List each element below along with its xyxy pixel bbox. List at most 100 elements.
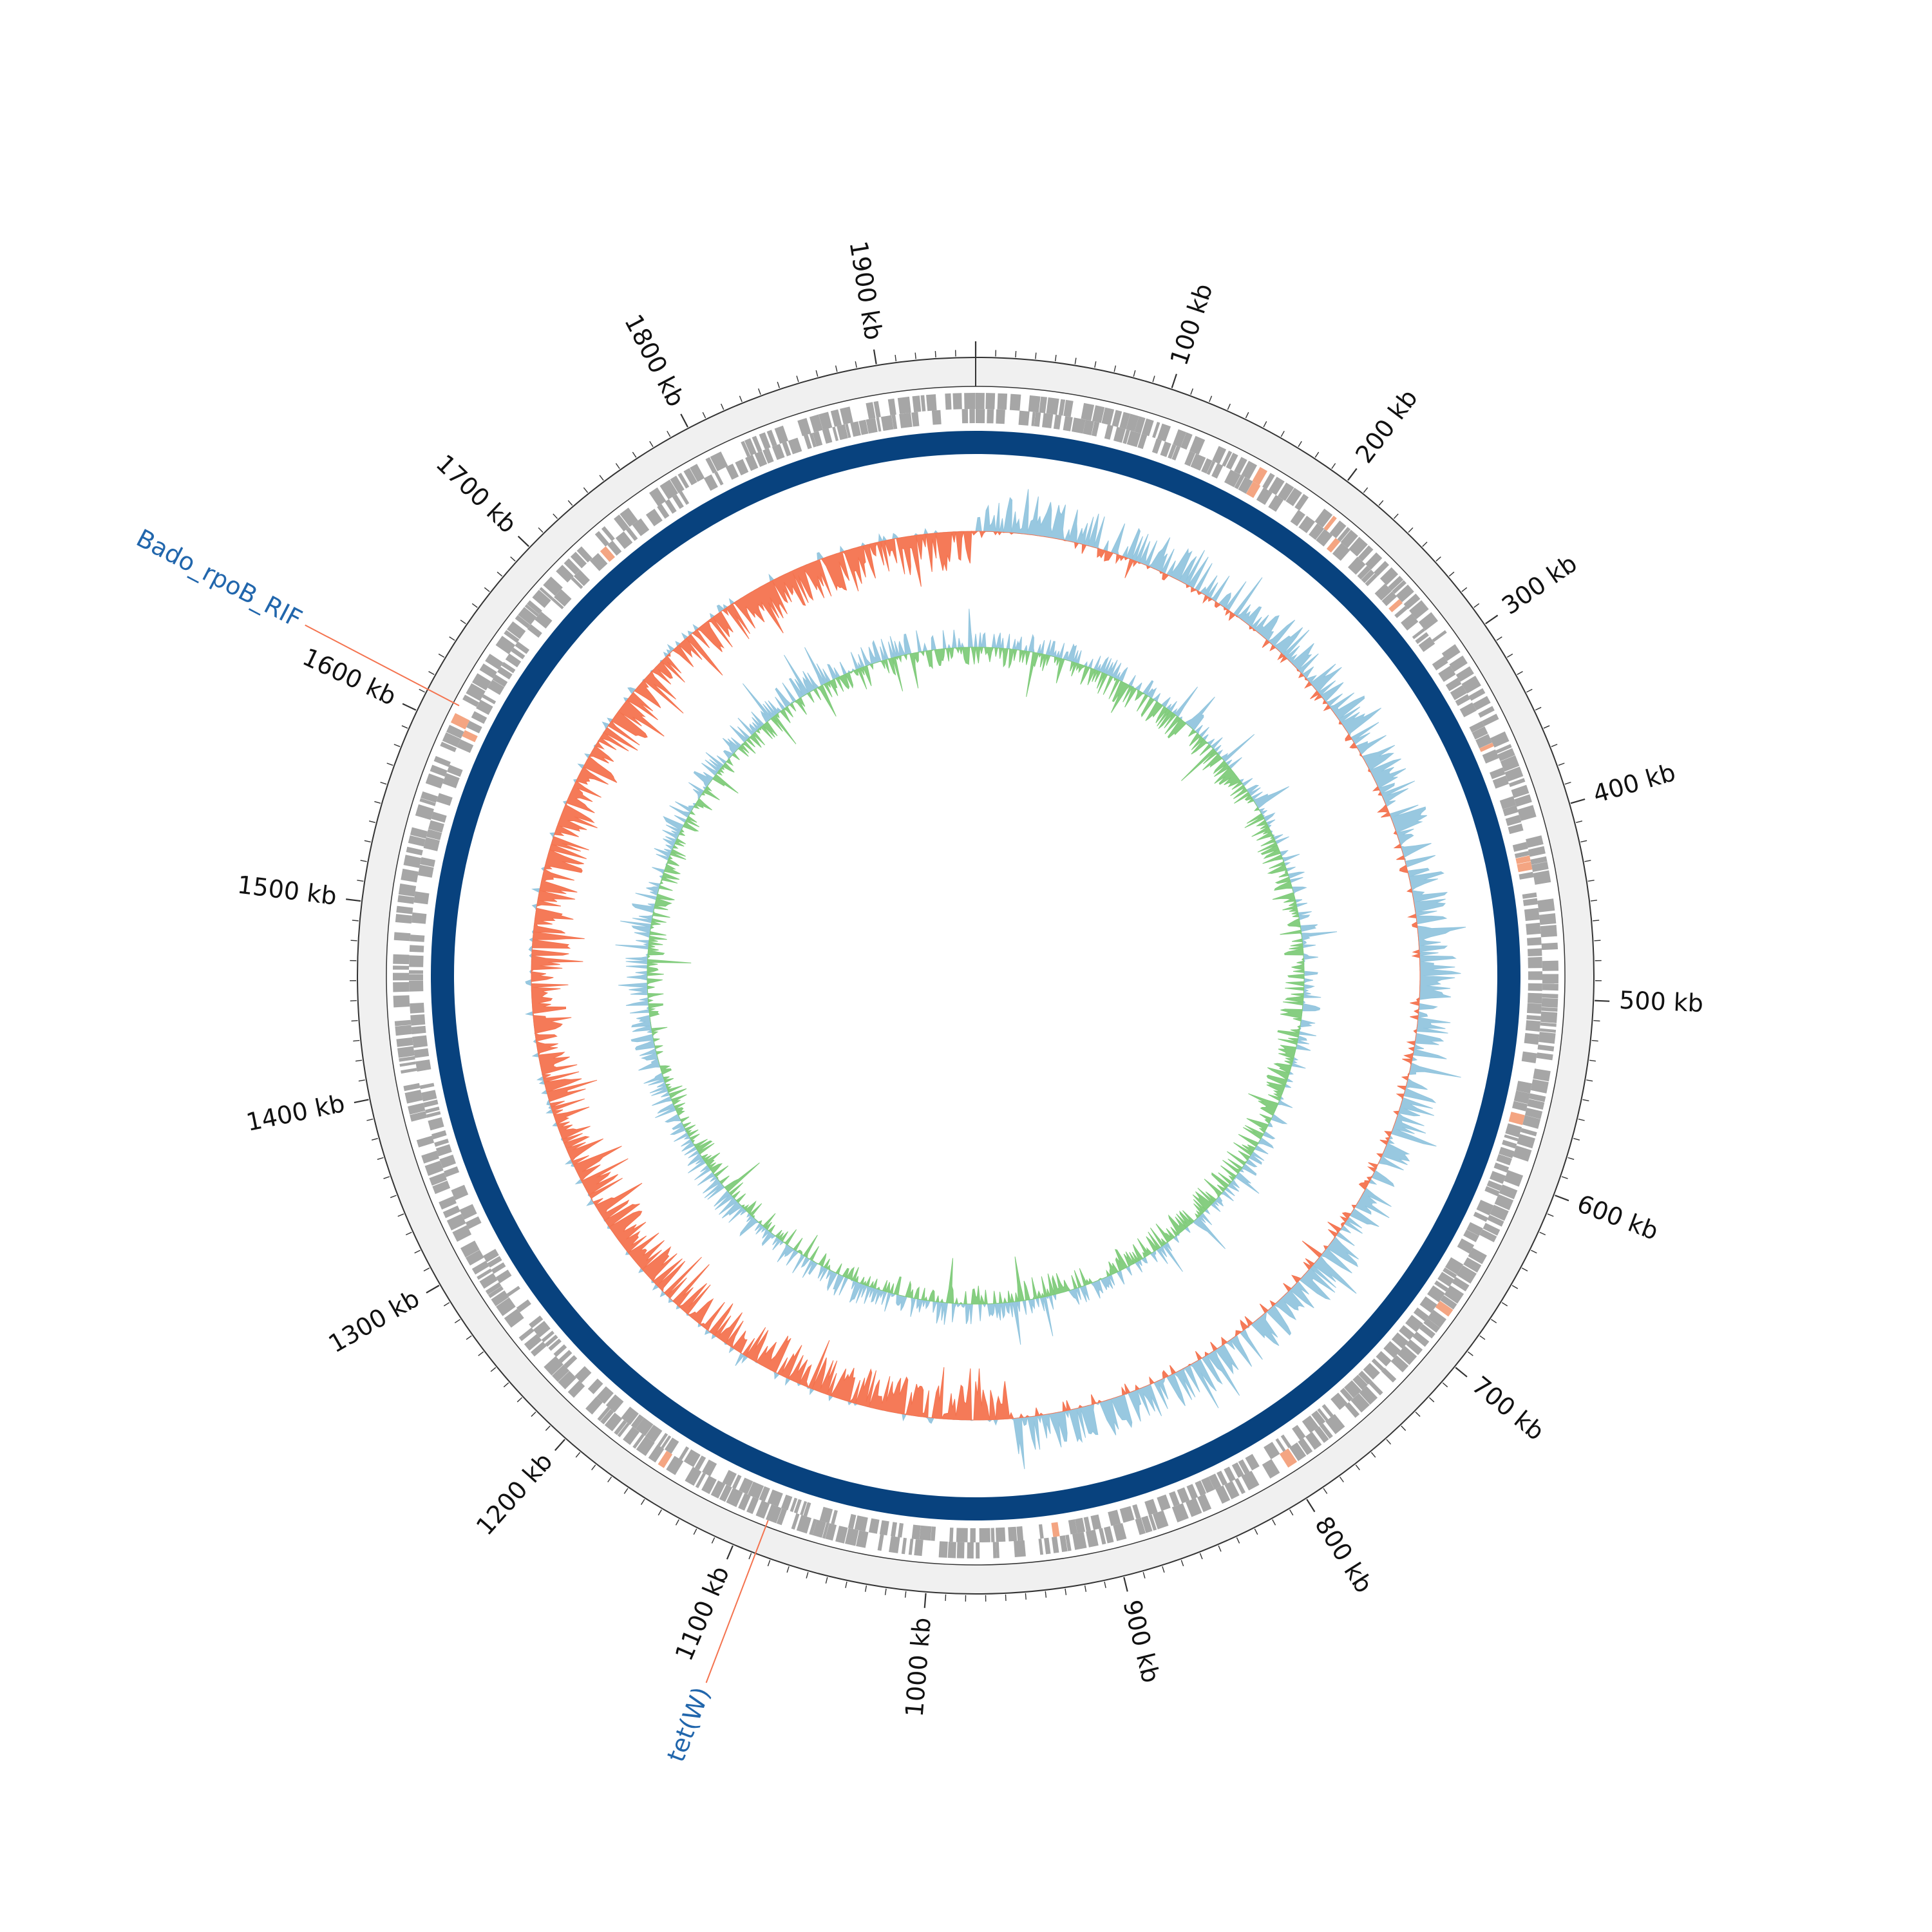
cds-feature-reverse (425, 1106, 440, 1113)
cds-feature-forward (472, 673, 491, 690)
cds-feature-reverse (421, 1090, 437, 1102)
cds-feature-reverse (621, 1406, 639, 1425)
cds-feature-forward (901, 1537, 907, 1555)
cds-feature-reverse (1527, 1003, 1542, 1014)
cds-feature-forward (556, 565, 574, 583)
cds-feature-forward (658, 1450, 673, 1468)
cds-feature-forward (1539, 1032, 1556, 1044)
cds-feature-forward (552, 1365, 570, 1382)
cds-feature-reverse (679, 1446, 690, 1461)
cds-feature-forward (430, 764, 448, 777)
minor-tick (383, 1176, 390, 1179)
cds-feature-reverse (410, 1003, 424, 1014)
minor-tick (443, 1302, 450, 1307)
cds-feature-forward (399, 1061, 416, 1067)
cds-feature-forward (1039, 396, 1047, 413)
cds-feature-forward (597, 1406, 611, 1421)
cds-feature-forward (485, 1282, 502, 1295)
cds-feature-reverse (1317, 1408, 1329, 1421)
cds-feature-reverse (956, 1528, 968, 1542)
cds-feature-reverse (679, 491, 690, 505)
cds-feature-reverse (428, 1117, 444, 1131)
cds-feature-reverse (702, 1459, 717, 1477)
cds-feature-reverse (1434, 1280, 1448, 1292)
cds-feature-forward (1101, 407, 1115, 426)
cds-feature-forward (415, 804, 434, 820)
cds-feature-forward (397, 895, 415, 904)
minor-tick (1543, 725, 1550, 729)
cds-feature-reverse (1405, 1314, 1423, 1332)
cds-feature-reverse (848, 1513, 857, 1530)
cds-feature-reverse (790, 1497, 798, 1512)
cds-feature-reverse (1201, 1477, 1215, 1493)
minor-tick (380, 781, 387, 785)
cds-feature-reverse (1344, 1380, 1362, 1398)
cds-feature-reverse (1492, 775, 1510, 789)
cds-feature-forward (1186, 1497, 1202, 1517)
minor-tick (438, 653, 445, 658)
tick-label: 1300 kb (324, 1284, 424, 1359)
cds-feature-reverse (1482, 749, 1499, 764)
cds-feature-forward (1473, 696, 1491, 710)
cds-feature-forward (1059, 1535, 1068, 1552)
cds-feature-reverse (1445, 677, 1462, 692)
cds-feature-forward (1379, 567, 1399, 585)
cds-feature-forward (440, 741, 457, 752)
cds-feature-reverse (1184, 451, 1196, 467)
cds-feature-forward (466, 683, 486, 701)
cds-feature-reverse (420, 857, 435, 867)
cds-feature-reverse (1238, 1459, 1250, 1475)
cds-feature-reverse (1455, 694, 1471, 706)
cds-feature-reverse (1493, 1162, 1510, 1173)
cds-feature-forward (887, 398, 896, 415)
cds-feature-forward (710, 451, 728, 471)
ruler-track (357, 357, 1595, 1595)
cds-feature-forward (1406, 1339, 1423, 1356)
cds-feature-forward (1028, 395, 1041, 413)
cds-feature-reverse (858, 419, 869, 435)
minor-tick (1331, 463, 1336, 469)
cds-feature-reverse (1499, 1146, 1515, 1159)
minor-tick (449, 636, 455, 641)
cds-feature-reverse (410, 1014, 426, 1026)
cds-feature-reverse (897, 1522, 904, 1538)
minor-tick (1199, 1553, 1203, 1560)
cds-feature-forward (1104, 1526, 1114, 1544)
cds-feature-reverse (725, 464, 739, 480)
cds-feature-reverse (459, 1204, 477, 1220)
cds-feature-reverse (1018, 410, 1030, 426)
cds-feature-forward (460, 1240, 480, 1258)
cds-feature-reverse (457, 739, 474, 753)
cds-feature-reverse (574, 1366, 592, 1383)
minor-tick (1506, 653, 1513, 658)
cds-feature-forward (1444, 1285, 1464, 1304)
cds-feature-reverse (1505, 815, 1522, 826)
cds-feature-forward (985, 393, 996, 410)
cds-feature-forward (507, 621, 526, 639)
minor-tick (1575, 820, 1583, 823)
cds-feature-reverse (483, 1249, 499, 1263)
minor-tick (1152, 375, 1155, 383)
gc-content-negative (530, 530, 1421, 1421)
cds-feature-reverse (548, 1338, 562, 1351)
cds-feature-reverse (1502, 805, 1519, 817)
cds-feature-reverse (1137, 433, 1148, 450)
cds-feature-forward (393, 995, 410, 1008)
cds-feature-forward (938, 1541, 948, 1558)
cds-feature-reverse (409, 974, 423, 981)
tick-label: 1000 kb (900, 1616, 936, 1718)
cds-feature-forward (914, 1539, 923, 1557)
cds-feature-forward (1148, 1514, 1157, 1531)
cds-feature-forward (1314, 508, 1333, 528)
cds-feature-reverse (1365, 573, 1378, 587)
cds-feature-forward (1252, 467, 1267, 486)
tick-label: 1100 kb (670, 1562, 735, 1665)
minor-tick (914, 352, 916, 359)
cds-feature-forward (614, 1420, 627, 1435)
cds-feature-forward (1490, 731, 1510, 748)
cds-feature-forward (1141, 1515, 1153, 1533)
tick-label: 400 kb (1590, 758, 1679, 809)
cds-feature-reverse (533, 1321, 551, 1338)
minor-tick (503, 1382, 509, 1388)
minor-tick (739, 395, 743, 402)
